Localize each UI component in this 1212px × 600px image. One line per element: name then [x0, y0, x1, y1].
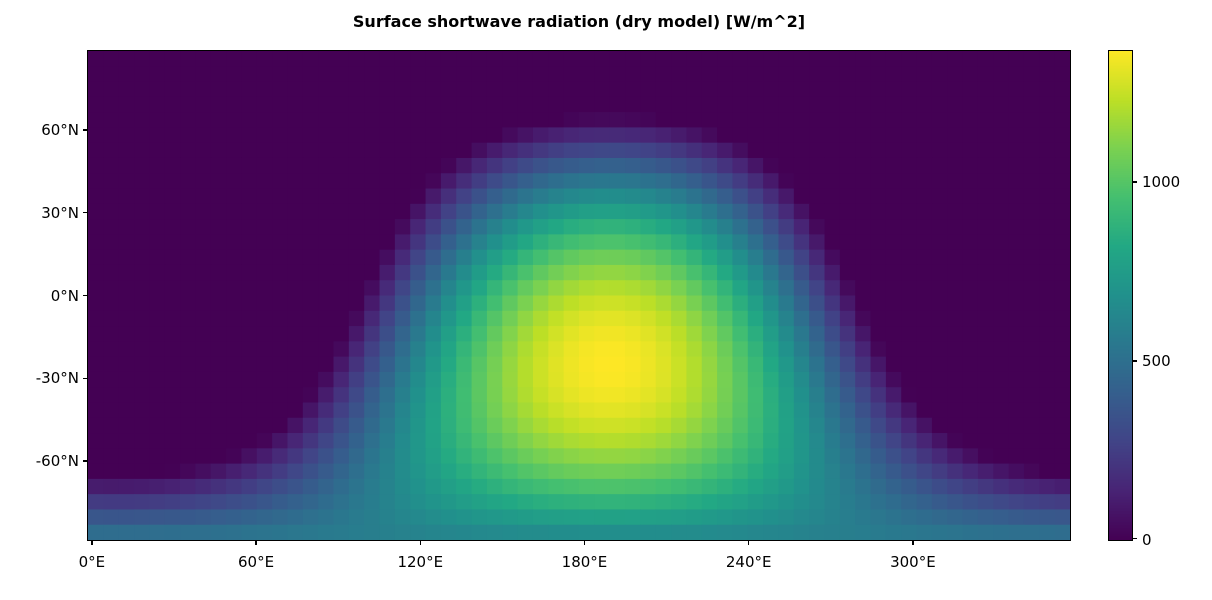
x-tick-mark [255, 540, 257, 545]
colorbar-canvas [1109, 51, 1132, 540]
x-tick-mark [91, 540, 93, 545]
y-tick-mark [83, 294, 88, 297]
x-tick-label: 60°E [237, 553, 275, 571]
x-tick-mark [583, 540, 586, 545]
x-tick-mark [747, 540, 750, 545]
x-tick-label: 0°E [78, 553, 106, 571]
x-tick-mark [912, 540, 914, 545]
y-tick-label: 60°N [41, 120, 79, 139]
colorbar-tick-label: 0 [1142, 531, 1152, 549]
x-tick-label: 240°E [725, 553, 772, 571]
y-tick-mark [83, 377, 88, 380]
colorbar-tick-mark [1132, 360, 1137, 362]
heatmap-canvas [88, 51, 1070, 540]
x-tick-label: 180°E [561, 553, 608, 571]
chart-title: Surface shortwave radiation (dry model) … [352, 12, 806, 31]
y-tick-label: 0°N [50, 286, 79, 305]
x-tick-label: 120°E [397, 553, 444, 571]
y-tick-label: -30°N [35, 369, 79, 388]
y-tick-mark [83, 460, 88, 462]
x-tick-label: 300°E [890, 553, 936, 571]
x-tick-mark [419, 540, 421, 545]
y-tick-mark [83, 129, 88, 131]
colorbar-tick-label: 500 [1142, 351, 1171, 370]
y-tick-label: -60°N [35, 452, 79, 471]
colorbar-tick-label: 1000 [1142, 172, 1181, 191]
colorbar-tick-mark [1132, 181, 1137, 183]
y-tick-mark [83, 211, 88, 214]
colorbar-tick-mark [1132, 537, 1137, 540]
y-tick-label: 30°N [41, 203, 79, 222]
